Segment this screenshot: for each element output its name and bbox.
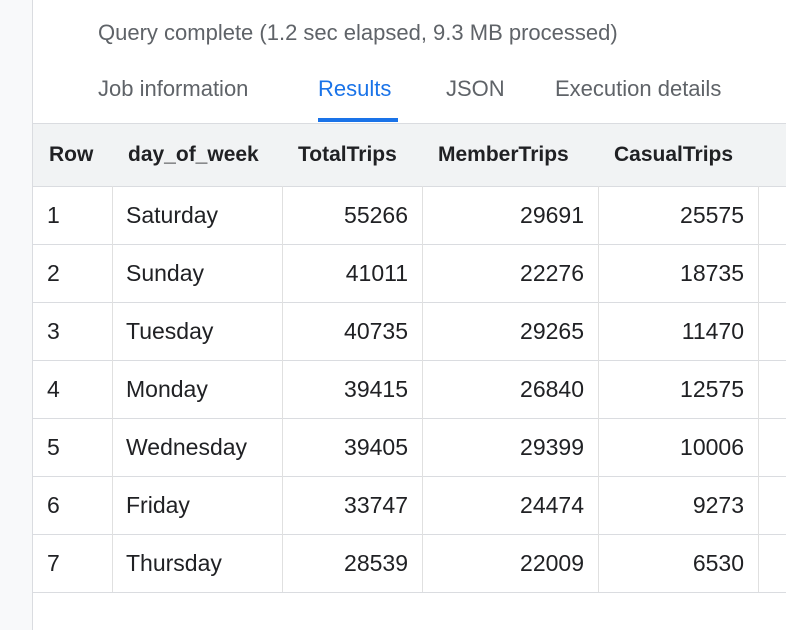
table-cell: 11470 [681, 318, 744, 344]
table-cell: 41011 [345, 260, 408, 286]
table-cell: 29265 [520, 318, 584, 344]
table-cell: 18735 [680, 260, 744, 286]
row-number: 1 [47, 202, 60, 228]
column-header[interactable]: TotalTrips [298, 143, 397, 166]
row-border [33, 186, 786, 187]
table-cell: 22276 [520, 260, 584, 286]
column-border [112, 186, 113, 592]
divider [33, 123, 786, 124]
table-cell: 10006 [680, 434, 744, 460]
table-cell: Saturday [126, 202, 219, 228]
table-cell: 40735 [344, 318, 408, 344]
column-border [422, 186, 423, 592]
row-number: 2 [47, 260, 60, 286]
status-text: Query complete (1.2 sec elapsed, 9.3 MB … [98, 20, 618, 45]
row-border [33, 476, 786, 477]
row-number: 7 [47, 550, 60, 576]
column-border [758, 186, 759, 592]
column-border [282, 186, 283, 592]
table-cell: 39405 [344, 434, 408, 460]
side-strip [0, 0, 33, 630]
table-cell: 28539 [344, 550, 408, 576]
table-cell: 26840 [520, 376, 584, 402]
row-number: 4 [47, 376, 60, 402]
header-row [33, 124, 786, 186]
table-cell: Wednesday [126, 434, 248, 460]
table-cell: 22009 [520, 550, 584, 576]
column-header[interactable]: Row [49, 143, 94, 166]
table-cell: Friday [126, 492, 190, 518]
row-border [33, 418, 786, 419]
row-number: 5 [47, 434, 60, 460]
table-cell: 29691 [520, 202, 584, 228]
row-border [33, 244, 786, 245]
table-cell: 39415 [344, 376, 408, 402]
table-cell: 25575 [680, 202, 744, 228]
tab[interactable]: JSON [446, 76, 505, 101]
active-tab-indicator [318, 118, 398, 122]
row-number: 3 [47, 318, 60, 344]
table-cell: Sunday [126, 260, 205, 286]
row-border [33, 592, 786, 593]
column-header[interactable]: day_of_week [128, 143, 259, 166]
tab[interactable]: Execution details [555, 76, 722, 101]
table-cell: Thursday [126, 550, 222, 576]
row-number: 6 [47, 492, 60, 518]
table-cell: 24474 [520, 492, 584, 518]
table-cell: 12575 [680, 376, 744, 402]
column-border [598, 186, 599, 592]
table-cell: 55266 [344, 202, 408, 228]
table-cell: Tuesday [126, 318, 214, 344]
table-cell: 6530 [692, 550, 744, 576]
row-border [33, 360, 786, 361]
row-border [33, 534, 786, 535]
column-header[interactable]: CasualTrips [614, 143, 734, 166]
table-cell: 29399 [520, 434, 584, 460]
table-cell: Monday [126, 376, 208, 402]
table-cell: 9273 [692, 492, 744, 518]
row-border [33, 302, 786, 303]
column-header[interactable]: MemberTrips [438, 143, 569, 166]
table-cell: 33747 [344, 492, 408, 518]
tab[interactable]: Job information [98, 76, 249, 101]
tab[interactable]: Results [318, 76, 392, 101]
